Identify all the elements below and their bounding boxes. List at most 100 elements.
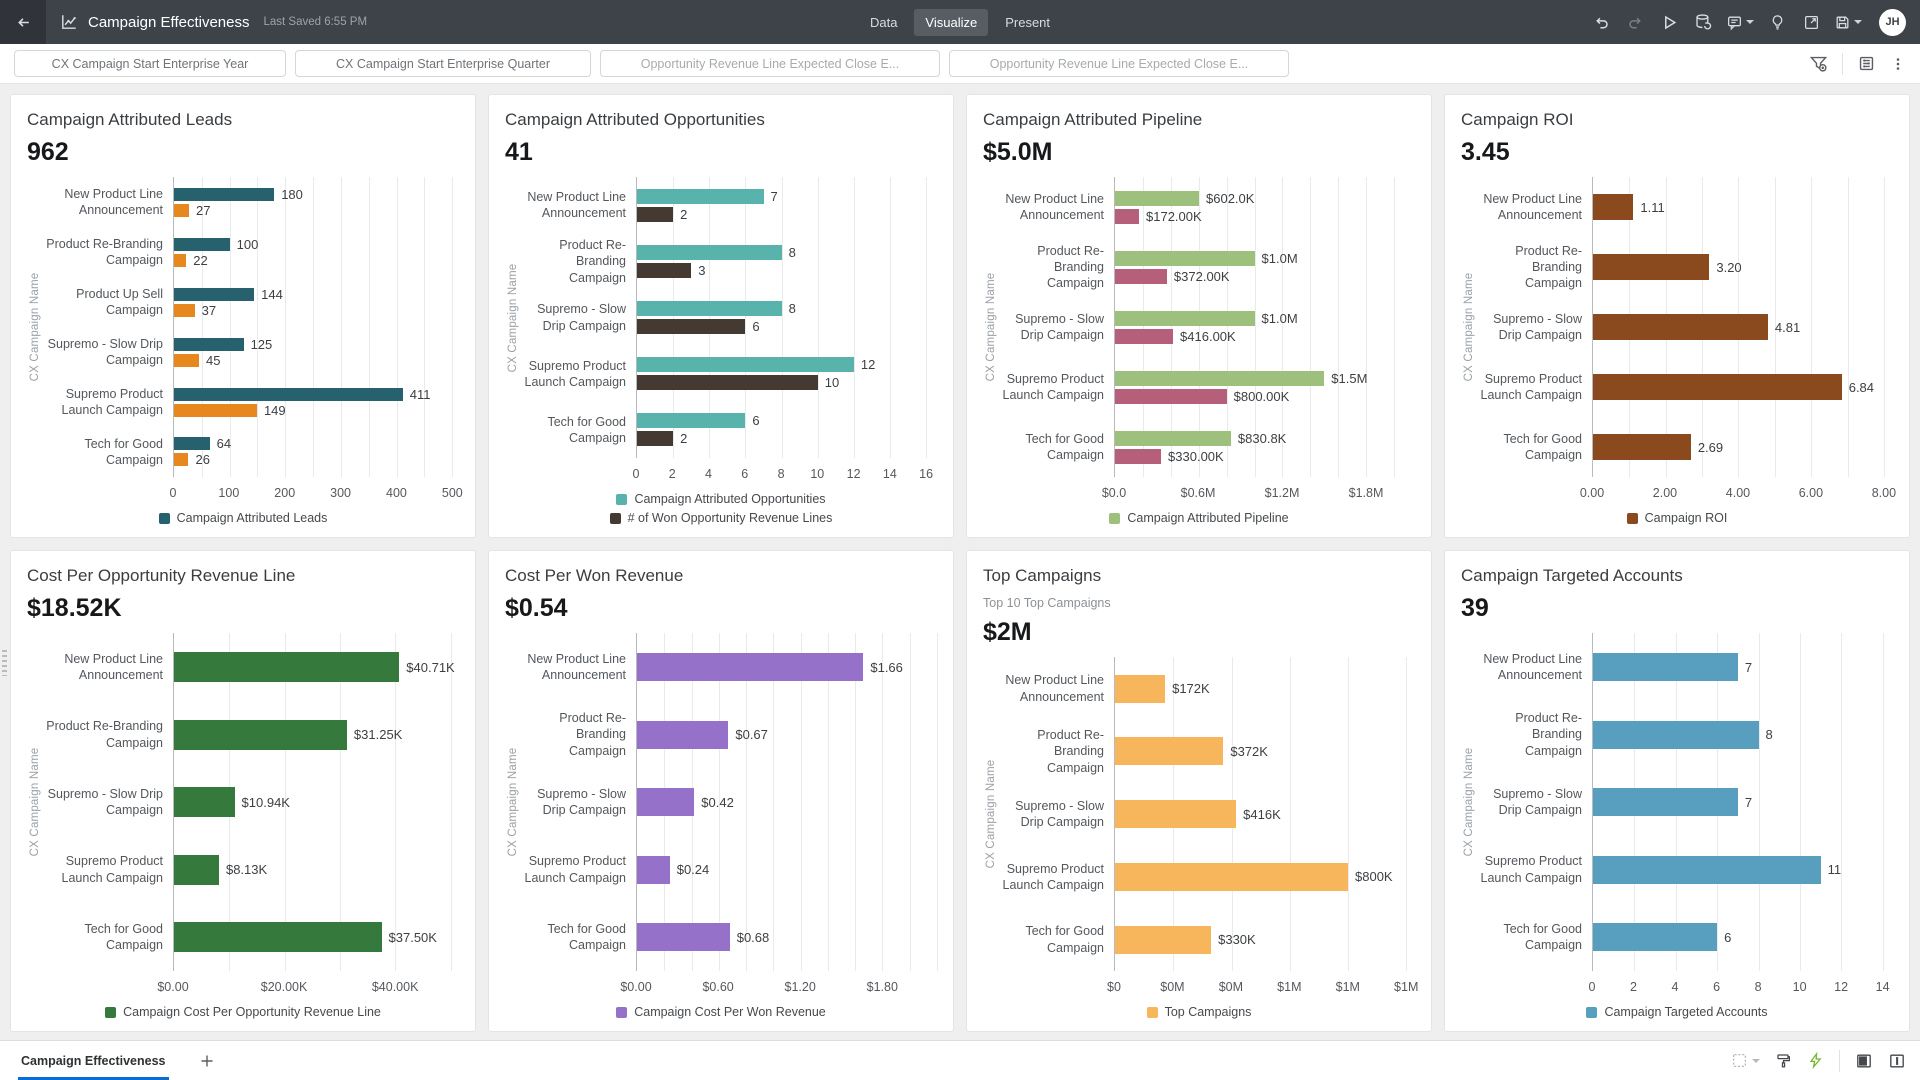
bar[interactable] bbox=[1115, 674, 1166, 703]
legend-item[interactable]: Campaign Cost Per Opportunity Revenue Li… bbox=[105, 1005, 381, 1019]
insights-button[interactable] bbox=[1763, 7, 1791, 37]
refresh-data-button[interactable] bbox=[1689, 7, 1717, 37]
legend-item[interactable]: # of Won Opportunity Revenue Lines bbox=[609, 511, 832, 525]
bar[interactable] bbox=[637, 431, 674, 447]
bar[interactable] bbox=[1593, 653, 1738, 682]
user-avatar[interactable]: JH bbox=[1879, 8, 1906, 36]
bar[interactable] bbox=[174, 787, 235, 818]
bar[interactable] bbox=[637, 653, 864, 682]
legend-item[interactable]: Campaign Cost Per Won Revenue bbox=[616, 1005, 826, 1019]
bar[interactable] bbox=[174, 353, 200, 367]
bar[interactable] bbox=[1593, 923, 1718, 952]
bar[interactable] bbox=[637, 923, 730, 952]
bar[interactable] bbox=[1115, 862, 1348, 891]
tab-visualize[interactable]: Visualize bbox=[914, 8, 989, 36]
bar[interactable] bbox=[637, 244, 782, 260]
bar[interactable] bbox=[1115, 250, 1255, 266]
bar[interactable] bbox=[174, 854, 219, 885]
left-panel-toggle-button[interactable] bbox=[1855, 1052, 1873, 1070]
chart-area[interactable]: CX Campaign Name New Product Line Announc… bbox=[1461, 633, 1893, 1023]
add-canvas-button[interactable] bbox=[199, 1053, 215, 1069]
more-options-button[interactable] bbox=[1890, 56, 1906, 72]
chart-area[interactable]: CX Campaign Name New Product Line Announc… bbox=[983, 657, 1418, 1023]
bar[interactable] bbox=[1115, 208, 1139, 224]
chart-area[interactable]: CX Campaign Name New Product Line Announc… bbox=[505, 633, 938, 1023]
bar[interactable] bbox=[1115, 370, 1325, 386]
bar[interactable] bbox=[637, 319, 746, 335]
add-filter-button[interactable] bbox=[1809, 54, 1828, 73]
bar[interactable] bbox=[1593, 374, 1842, 401]
legend-item[interactable]: Campaign Attributed Opportunities bbox=[616, 492, 826, 506]
redo-button[interactable] bbox=[1621, 7, 1649, 37]
back-button[interactable] bbox=[0, 0, 46, 44]
legend-item[interactable]: Campaign Attributed Pipeline bbox=[1109, 511, 1289, 525]
bar[interactable] bbox=[1115, 190, 1199, 206]
bar[interactable] bbox=[174, 453, 189, 467]
bar[interactable] bbox=[1115, 448, 1162, 464]
bar[interactable] bbox=[637, 301, 782, 317]
undo-button[interactable] bbox=[1587, 7, 1615, 37]
bar[interactable] bbox=[637, 720, 729, 749]
bar[interactable] bbox=[1593, 254, 1710, 281]
filter-pill-cx-campaign-start-enterprise-quarter[interactable]: CX Campaign Start Enterprise Quarter bbox=[295, 50, 591, 77]
bar[interactable] bbox=[637, 855, 670, 884]
bar[interactable] bbox=[174, 652, 400, 683]
bar[interactable] bbox=[174, 203, 190, 217]
tab-present[interactable]: Present bbox=[1005, 14, 1051, 30]
bar[interactable] bbox=[1115, 925, 1212, 954]
legend-item[interactable]: Campaign ROI bbox=[1626, 511, 1727, 525]
save-button[interactable] bbox=[1831, 7, 1865, 37]
bar[interactable] bbox=[174, 337, 244, 351]
bar[interactable] bbox=[174, 237, 230, 251]
bar[interactable] bbox=[174, 387, 403, 401]
bar[interactable] bbox=[637, 188, 764, 204]
bar[interactable] bbox=[1115, 310, 1255, 326]
bar[interactable] bbox=[174, 437, 210, 451]
chart-area[interactable]: CX Campaign Name New Product Line Announc… bbox=[505, 177, 937, 529]
bar[interactable] bbox=[1115, 268, 1167, 284]
bar[interactable] bbox=[637, 375, 818, 391]
bar[interactable] bbox=[174, 719, 347, 750]
filter-pill-opportunity-revenue-line-1[interactable]: Opportunity Revenue Line Expected Close … bbox=[600, 50, 940, 77]
bar[interactable] bbox=[1115, 328, 1174, 344]
bar[interactable] bbox=[1115, 737, 1224, 766]
canvas-tab-campaign-effectiveness[interactable]: Campaign Effectiveness bbox=[18, 1041, 169, 1080]
bar[interactable] bbox=[1593, 720, 1759, 749]
bar[interactable] bbox=[174, 253, 187, 267]
bar[interactable] bbox=[1115, 430, 1231, 446]
bar[interactable] bbox=[174, 303, 195, 317]
chart-area[interactable]: CX Campaign Name New Product Line Announc… bbox=[27, 177, 463, 529]
legend-item[interactable]: Top Campaigns bbox=[1146, 1005, 1251, 1019]
chart-area[interactable]: CX Campaign Name New Product Line Announc… bbox=[983, 177, 1415, 529]
comments-button[interactable] bbox=[1723, 7, 1757, 37]
legend-item[interactable]: Campaign Attributed Leads bbox=[158, 511, 327, 525]
bar[interactable] bbox=[637, 413, 746, 429]
filter-pill-opportunity-revenue-line-2[interactable]: Opportunity Revenue Line Expected Close … bbox=[949, 50, 1289, 77]
canvas-properties-button[interactable] bbox=[1857, 54, 1876, 73]
bar[interactable] bbox=[637, 357, 854, 373]
bar[interactable] bbox=[1593, 788, 1738, 817]
chart-area[interactable]: CX Campaign Name New Product Line Announc… bbox=[1461, 177, 1896, 529]
bar[interactable] bbox=[1593, 855, 1821, 884]
bar[interactable] bbox=[1115, 388, 1227, 404]
run-button[interactable] bbox=[1655, 7, 1683, 37]
auto-apply-button[interactable] bbox=[1807, 1052, 1824, 1069]
bar[interactable] bbox=[637, 206, 674, 222]
right-panel-toggle-button[interactable] bbox=[1888, 1052, 1906, 1070]
open-window-button[interactable] bbox=[1797, 7, 1825, 37]
canvas-layout-button[interactable] bbox=[1731, 1052, 1760, 1069]
canvas-drag-handle[interactable] bbox=[2, 650, 7, 676]
bar[interactable] bbox=[637, 262, 692, 278]
chart-area[interactable]: CX Campaign Name New Product Line Announc… bbox=[27, 633, 459, 1023]
bar[interactable] bbox=[1593, 434, 1691, 461]
bar[interactable] bbox=[174, 403, 257, 417]
legend-item[interactable]: Campaign Targeted Accounts bbox=[1586, 1005, 1768, 1019]
bar[interactable] bbox=[174, 922, 382, 953]
filter-pill-cx-campaign-start-enterprise-year[interactable]: CX Campaign Start Enterprise Year bbox=[14, 50, 286, 77]
bar[interactable] bbox=[1115, 800, 1237, 829]
bar[interactable] bbox=[1593, 314, 1768, 341]
tab-data[interactable]: Data bbox=[869, 14, 898, 30]
bar[interactable] bbox=[637, 788, 695, 817]
canvas-style-button[interactable] bbox=[1775, 1052, 1792, 1069]
bar[interactable] bbox=[1593, 194, 1634, 221]
